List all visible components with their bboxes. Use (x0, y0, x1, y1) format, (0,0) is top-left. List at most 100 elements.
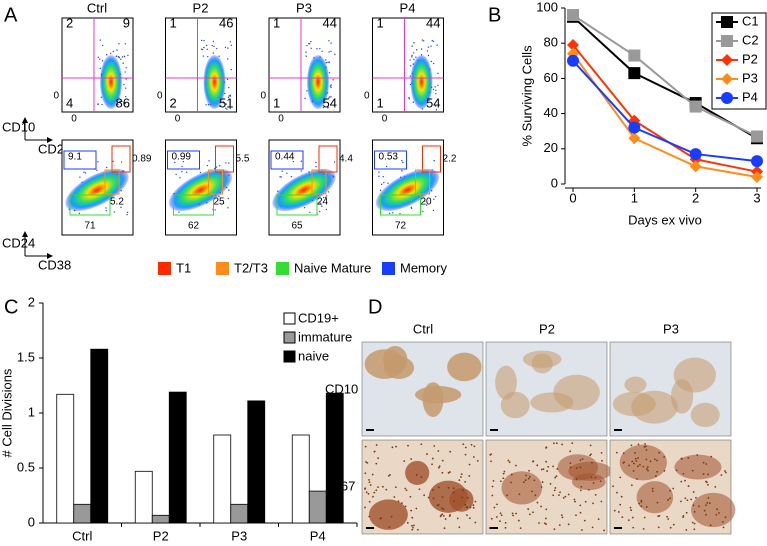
bar (168, 391, 187, 524)
stained-cell (691, 469, 694, 472)
event-dot (99, 39, 101, 41)
stained-cell (472, 506, 475, 509)
stained-cell (715, 513, 718, 516)
y-tick-label: 40 (544, 105, 558, 120)
event-dot (379, 189, 382, 192)
stained-cell (587, 488, 590, 491)
marker (751, 130, 763, 143)
stained-cell (684, 497, 687, 500)
column-title: P3 (663, 321, 679, 336)
event-dot (413, 42, 415, 44)
stained-cell (690, 498, 692, 501)
gate (276, 194, 318, 216)
stained-cell (631, 460, 634, 463)
event-dot (422, 210, 424, 213)
stained-cell (707, 483, 709, 486)
event-dot (330, 50, 332, 53)
x-tick-label: 2 (692, 190, 699, 205)
follicle (501, 471, 543, 505)
stained-cell (552, 494, 555, 497)
stained-cell (504, 526, 507, 529)
event-dot (306, 90, 308, 92)
stained-cell (474, 500, 477, 503)
legend-label: CD19+ (298, 310, 339, 325)
stained-cell (645, 458, 648, 461)
event-dot (178, 211, 180, 213)
gate (111, 145, 131, 173)
stained-cell (460, 476, 462, 478)
density (272, 168, 336, 212)
event-dot (229, 107, 231, 109)
event-dot (218, 55, 220, 57)
stained-cell (657, 526, 660, 529)
event-dot (305, 51, 307, 53)
stained-cell (584, 500, 587, 503)
panel-label: B (488, 4, 501, 26)
stained-cell (377, 486, 379, 489)
stained-cell (658, 451, 661, 454)
quadrant-value: 44 (426, 15, 440, 30)
event-dot (399, 212, 401, 215)
event-dot (323, 196, 325, 199)
x-tick-label: 1 (631, 190, 638, 205)
stained-cell (365, 461, 367, 463)
stained-cell (628, 464, 631, 467)
density (410, 55, 433, 109)
event-dot (229, 94, 231, 96)
marker (689, 160, 702, 173)
marker (751, 170, 763, 183)
series-line (572, 53, 758, 178)
stained-cell (377, 457, 380, 459)
event-dot (123, 102, 126, 105)
event-dot (113, 211, 115, 213)
event-dot (327, 61, 329, 63)
stained-cell (407, 444, 409, 447)
stained-cell (622, 462, 625, 464)
stained-cell (406, 521, 409, 524)
event-dot (415, 56, 417, 58)
event-dot (227, 197, 230, 200)
stained-cell (528, 476, 531, 478)
y-tick-label: 1 (28, 404, 35, 419)
legend-swatch (283, 350, 296, 363)
quadrant-value: 1 (273, 15, 280, 30)
event-dot (328, 96, 331, 98)
event-dot (408, 98, 411, 100)
event-dot (332, 79, 334, 81)
event-dot (112, 160, 114, 163)
event-dot (388, 212, 391, 214)
event-dot (432, 62, 435, 65)
stained-cell (466, 506, 469, 509)
event-dot (100, 96, 103, 99)
event-dot (409, 75, 411, 77)
stained-cell (592, 482, 595, 484)
event-dot (427, 46, 430, 48)
event-dot (315, 161, 317, 164)
stained-cell (619, 503, 622, 506)
stained-cell (561, 516, 564, 519)
stained-cell (540, 468, 543, 471)
stained-cell (543, 522, 546, 525)
stained-cell (549, 482, 552, 485)
event-dot (228, 86, 230, 89)
legend-swatch (216, 262, 229, 275)
stained-cell (645, 506, 648, 508)
marker (567, 54, 579, 67)
event-dot (310, 40, 312, 43)
event-dot (319, 47, 321, 50)
stained-cell (468, 475, 471, 477)
gate-value: 2.2 (443, 154, 457, 165)
stained-cell (632, 526, 635, 529)
stained-cell (496, 503, 498, 506)
event-dot (199, 171, 202, 174)
event-dot (201, 48, 204, 51)
event-dot (436, 44, 438, 46)
stained-cell (490, 517, 493, 520)
event-dot (205, 44, 208, 47)
stained-cell (404, 487, 407, 490)
stained-cell (655, 475, 657, 477)
event-dot (318, 210, 321, 213)
stained-cell (448, 471, 451, 473)
event-dot (222, 101, 225, 103)
stained-cell (449, 450, 452, 453)
